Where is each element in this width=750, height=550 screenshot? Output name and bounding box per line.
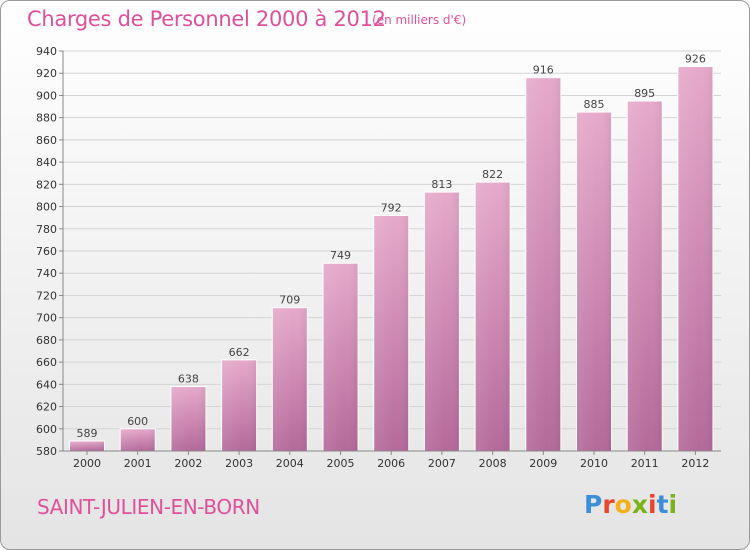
unit-note: (en milliers d'€) — [372, 13, 467, 27]
y-tick-label: 820 — [36, 178, 57, 191]
value-label-2006: 792 — [381, 201, 402, 214]
y-tick-label: 620 — [36, 401, 57, 414]
bar-shade-2012 — [677, 66, 713, 452]
bar-shade-2000 — [69, 441, 105, 451]
bar-shade-2009 — [525, 77, 561, 452]
y-tick-label: 600 — [36, 423, 57, 436]
logo-letter: i — [648, 490, 657, 519]
y-tick-label: 680 — [36, 334, 57, 347]
proxiti-logo[interactable]: Proxiti — [584, 490, 677, 519]
x-axis: 2000 2001 2002 2003 2004 2005 2006 2007 2008 2009… — [63, 450, 721, 470]
x-tick-label-2004: 2004 — [276, 457, 304, 470]
value-label-2004: 709 — [279, 294, 300, 307]
logo-letter: t — [656, 490, 669, 519]
bar-shade-2001 — [120, 428, 156, 451]
x-tick-label-2008: 2008 — [479, 457, 507, 470]
y-tick-label: 760 — [36, 245, 57, 258]
value-label-2002: 638 — [178, 373, 199, 386]
logo-letter: P — [584, 490, 603, 519]
x-tick-label-2001: 2001 — [124, 457, 152, 470]
bar-shade-2008 — [475, 182, 511, 451]
y-tick-label: 900 — [36, 89, 57, 102]
bar-shade-2004 — [272, 307, 308, 451]
x-tick-label-2009: 2009 — [529, 457, 557, 470]
logo-letter: i — [668, 490, 678, 519]
bar-shade-2002 — [170, 386, 206, 451]
value-label-2000: 589 — [77, 427, 98, 440]
value-label-2009: 916 — [533, 64, 554, 77]
y-tick-label: 880 — [36, 112, 57, 125]
x-tick-label-2007: 2007 — [428, 457, 456, 470]
y-tick-label: 800 — [36, 201, 57, 214]
y-tick-label: 920 — [36, 67, 57, 80]
logo-letter: x — [631, 490, 648, 519]
y-tick-label: 940 — [36, 45, 57, 58]
y-axis: 580 600 620 640 660 680 700 720 740 760 780 800 820 8… — [36, 45, 64, 458]
x-tick-label-2002: 2002 — [174, 457, 202, 470]
bar-shade-2005 — [323, 263, 358, 451]
y-tick-label: 660 — [36, 356, 57, 369]
logo-letter: r — [602, 490, 615, 519]
city-name: SAINT-JULIEN-EN-BORN — [37, 495, 260, 519]
x-tick-label-2012: 2012 — [681, 457, 709, 470]
value-label-2011: 895 — [634, 87, 655, 100]
bar-shade-2003 — [221, 359, 257, 451]
bar-shade-2007 — [424, 192, 460, 451]
value-label-2003: 662 — [229, 346, 250, 359]
x-tick-label-2011: 2011 — [631, 457, 659, 470]
x-tick-label-2006: 2006 — [377, 457, 405, 470]
value-label-2008: 822 — [482, 168, 503, 181]
y-tick-label: 780 — [36, 223, 57, 236]
y-tick-label: 860 — [36, 134, 57, 147]
x-tick-label-2003: 2003 — [225, 457, 253, 470]
y-tick-label: 720 — [36, 289, 57, 302]
bar-shade-2011 — [627, 101, 663, 451]
x-tick-label-2010: 2010 — [580, 457, 608, 470]
value-label-2001: 600 — [127, 415, 148, 428]
y-tick-label: 580 — [36, 445, 57, 458]
value-label-2010: 885 — [584, 98, 605, 111]
bar-shade-2010 — [576, 112, 612, 451]
value-label-2005: 749 — [330, 249, 351, 262]
bars: 589 600 638 662 709 749 792 813 822 916 885 895 926 — [69, 53, 714, 452]
y-tick-label: 740 — [36, 267, 57, 280]
chart-title: Charges de Personnel 2000 à 2012 — [27, 7, 386, 31]
bar-shade-2006 — [373, 215, 409, 451]
x-tick-label-2005: 2005 — [327, 457, 355, 470]
value-label-2007: 813 — [431, 178, 452, 191]
y-tick-label: 640 — [36, 378, 57, 391]
x-tick-label-2000: 2000 — [73, 457, 101, 470]
y-tick-label: 700 — [36, 312, 57, 325]
y-tick-label: 840 — [36, 156, 57, 169]
value-label-2012: 926 — [685, 53, 706, 66]
logo-letter: o — [614, 490, 632, 519]
